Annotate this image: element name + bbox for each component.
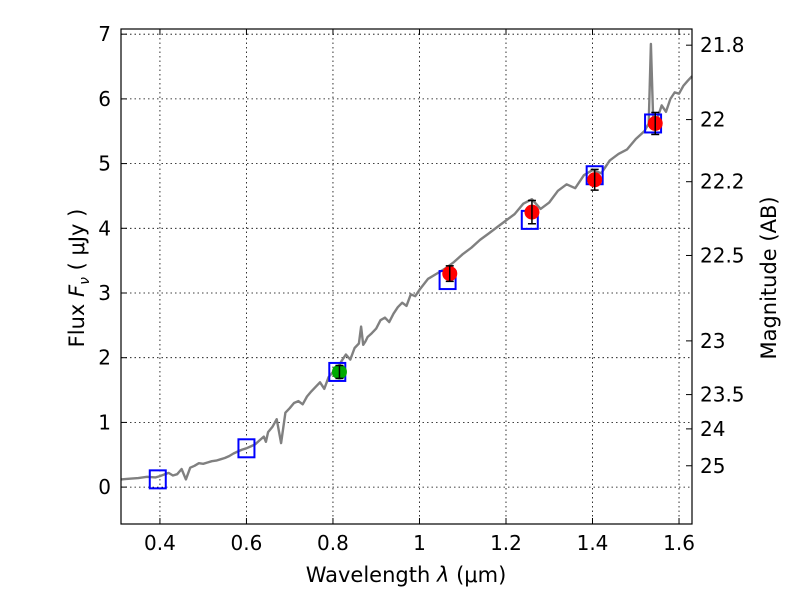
x-tick-label: 1 bbox=[413, 531, 426, 555]
x-tick-label: 1.4 bbox=[577, 531, 609, 555]
grid-lines bbox=[121, 29, 692, 524]
y2-tick-label: 23 bbox=[700, 329, 725, 353]
y-axis-label: Flux Fν ( μJy ) bbox=[65, 209, 93, 348]
x-tick-label: 0.8 bbox=[317, 531, 349, 555]
y2-tick-label: 22.5 bbox=[700, 243, 745, 267]
y-tick-label: 0 bbox=[98, 475, 111, 499]
plot-frame bbox=[120, 28, 693, 525]
y-tick-label: 1 bbox=[98, 410, 111, 434]
spectrum-layer bbox=[120, 42, 693, 481]
model-photometry-layer bbox=[148, 113, 663, 490]
y2-tick-label: 22 bbox=[700, 108, 725, 132]
x-tick-label: 1.2 bbox=[490, 531, 522, 555]
x-tick-label: 0.6 bbox=[231, 531, 263, 555]
y-tick-label: 7 bbox=[98, 22, 111, 46]
model-square bbox=[148, 469, 167, 490]
y-tick-label: 3 bbox=[98, 281, 111, 305]
x-tick-label: 1.6 bbox=[663, 531, 695, 555]
y2-tick-label: 24 bbox=[700, 417, 725, 441]
y2-axis-label: Magnitude (AB) bbox=[757, 196, 781, 359]
y2-tick-label: 23.5 bbox=[700, 383, 745, 407]
y-tick-label: 5 bbox=[98, 152, 111, 176]
x-axis-label: Wavelength λ (μm) bbox=[306, 563, 507, 587]
model-square bbox=[237, 438, 256, 459]
x-tick-label: 0.4 bbox=[144, 531, 176, 555]
x-tick-labels: 0.4 0.6 0.8 1 1.2 1.4 1.6 bbox=[144, 531, 695, 555]
y-tick-label: 6 bbox=[98, 87, 111, 111]
y2-tick-labels: 21.8 22 22.2 22.5 23 23.5 24 25 bbox=[700, 33, 745, 478]
y-tick-label: 4 bbox=[98, 216, 111, 240]
y2-tick-label: 22.2 bbox=[700, 170, 745, 194]
y2-tick-label: 21.8 bbox=[700, 33, 745, 57]
y2-tick-label: 25 bbox=[700, 454, 725, 478]
observed-photometry-layer bbox=[331, 111, 663, 380]
y-tick-labels: 0 1 2 3 4 5 6 7 bbox=[98, 22, 111, 499]
spectrum-line bbox=[120, 42, 693, 481]
y-tick-label: 2 bbox=[98, 346, 111, 370]
axis-ticks bbox=[121, 29, 692, 524]
